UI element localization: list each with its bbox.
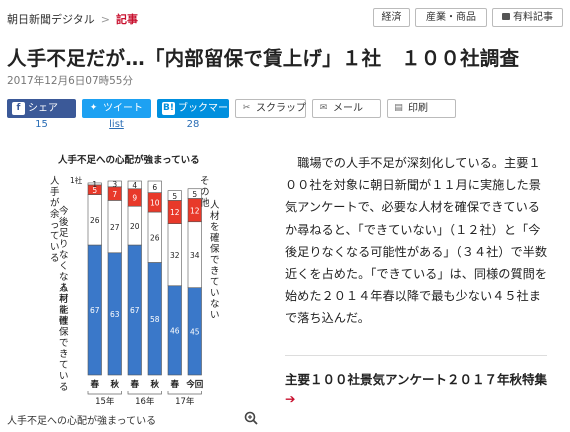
bar-segment: [147, 180, 162, 193]
chart-title: 人手不足への心配が強まっている: [58, 155, 200, 166]
year-label: 16年: [135, 396, 155, 407]
label-may-lack: 今後足りなくなる可能性: [59, 206, 69, 327]
print-button[interactable]: ▤ 印刷: [387, 99, 456, 118]
arrow-right-icon: ➔: [285, 391, 296, 406]
mail-icon: ✉: [319, 102, 328, 113]
breadcrumb-current: 記事: [116, 13, 138, 26]
hatena-bookmark-label: ブックマーク: [178, 103, 238, 114]
top-bar: 朝日新聞デジタル > 記事 経済 産業・商品 有料記事: [0, 0, 570, 34]
year-bracket: [127, 391, 162, 395]
category-button-economy[interactable]: 経済: [373, 8, 410, 27]
bar-value-label: 27: [110, 223, 120, 232]
label-surplus: 人手が余っている: [50, 176, 60, 264]
facebook-share-button[interactable]: f シェア: [7, 99, 76, 118]
hatena-b-icon: B!: [162, 101, 175, 115]
printer-icon: ▤: [394, 102, 403, 113]
section-divider: [285, 355, 547, 356]
bar-value-label: 67: [90, 306, 100, 315]
x-tick-label: 秋: [149, 379, 159, 390]
bar-value-label: 58: [150, 315, 160, 324]
x-tick-label: 春: [89, 379, 99, 390]
bar-value-label: 9: [132, 194, 137, 203]
article-title: 人手不足だが…「内部留保で賃上げ」１社 １００社調査: [7, 47, 520, 70]
facebook-icon: f: [12, 101, 25, 115]
article-paragraph: 職場での人手不足が深刻化している。主要１００社を対象に朝日新聞が１１月に実施した…: [285, 156, 548, 326]
article-date: 2017年12月6日07時55分: [7, 75, 133, 87]
twitter-share-button[interactable]: ✦ ツイート: [82, 99, 151, 118]
bar-value-label: 34: [190, 251, 200, 260]
print-label: 印刷: [408, 103, 428, 114]
breadcrumb-site-link[interactable]: 朝日新聞デジタル: [7, 13, 95, 26]
x-tick-label: 今回: [185, 379, 203, 390]
scrap-button[interactable]: ✂ スクラップ: [235, 99, 306, 118]
bar-segment: [87, 182, 102, 186]
label-secured: 人材を確保できている: [59, 283, 69, 393]
twitter-share-count[interactable]: list: [109, 119, 124, 130]
scrap-label: スクラップ: [256, 103, 306, 114]
bar-value-label: 20: [130, 222, 140, 231]
feature-link[interactable]: 主要１００社景気アンケート２０１７年秋特集 ➔: [285, 370, 555, 408]
year-bracket: [87, 391, 122, 395]
zoom-in-icon[interactable]: [244, 411, 258, 425]
twitter-bird-icon: ✦: [87, 101, 100, 115]
bar-segment: [167, 190, 182, 201]
stacked-bar-chart: 672651春632773秋672094春5826106秋4632125春453…: [70, 175, 203, 407]
bar-segment: [187, 188, 202, 199]
year-label: 15年: [95, 396, 115, 407]
x-tick-label: 春: [129, 379, 139, 390]
breadcrumb-separator: >: [100, 13, 110, 26]
bar-value-label: 4: [132, 181, 137, 190]
breadcrumb: 朝日新聞デジタル > 記事: [7, 11, 138, 27]
label-other: その他: [200, 176, 210, 209]
x-tick-label: 春: [169, 379, 179, 390]
bar-value-label: 5: [92, 186, 97, 195]
facebook-share-count: 15: [35, 119, 48, 130]
bar-value-label: 3: [112, 180, 117, 189]
bar-value-label: 63: [110, 310, 120, 319]
label-not-secured: 人材を確保できていない: [210, 200, 220, 321]
feature-link-text: 主要１００社景気アンケート２０１７年秋特集: [285, 372, 548, 387]
top-note: 1社: [70, 175, 83, 185]
year-label: 17年: [175, 396, 195, 407]
x-tick-label: 秋: [109, 379, 119, 390]
category-button-industry[interactable]: 産業・商品: [415, 8, 487, 27]
bar-segment: [127, 180, 142, 190]
bar-segment: [107, 180, 122, 188]
mail-label: メール: [333, 103, 363, 114]
bar-value-label: 67: [130, 306, 140, 315]
hatena-bookmark-count: 28: [186, 119, 200, 130]
bar-value-label: 7: [112, 190, 117, 199]
bar-value-label: 46: [170, 327, 180, 336]
paid-article-badge[interactable]: 有料記事: [492, 8, 563, 27]
bar-value-label: 10: [150, 199, 160, 208]
year-bracket: [167, 391, 202, 395]
scissors-icon: ✂: [242, 102, 251, 113]
bar-value-label: 12: [170, 208, 180, 217]
twitter-share-label: ツイート: [103, 103, 143, 114]
bar-value-label: 26: [90, 216, 100, 225]
bar-value-label: 5: [192, 190, 197, 199]
lock-icon: [502, 13, 510, 20]
bar-value-label: 45: [190, 328, 200, 337]
hatena-bookmark-button[interactable]: B! ブックマーク: [157, 99, 238, 118]
bar-value-label: 5: [172, 192, 177, 201]
bar-value-label: 12: [190, 206, 200, 215]
bar-value-label: 26: [150, 233, 160, 242]
mail-button[interactable]: ✉ メール: [312, 99, 381, 118]
paid-article-label: 有料記事: [513, 12, 553, 23]
figure-caption: 人手不足への心配が強まっている: [7, 416, 157, 427]
bar-value-label: 1: [92, 180, 97, 189]
bar-value-label: 6: [152, 183, 157, 192]
article-body: 職場での人手不足が深刻化している。主要１００社を対象に朝日新聞が１１月に実施した…: [285, 152, 550, 330]
facebook-share-label: シェア: [28, 103, 58, 114]
bar-value-label: 32: [170, 251, 180, 260]
